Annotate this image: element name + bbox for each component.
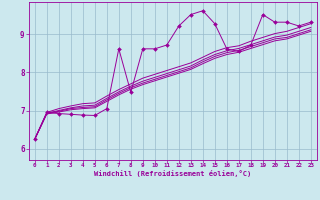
X-axis label: Windchill (Refroidissement éolien,°C): Windchill (Refroidissement éolien,°C) [94,170,252,177]
